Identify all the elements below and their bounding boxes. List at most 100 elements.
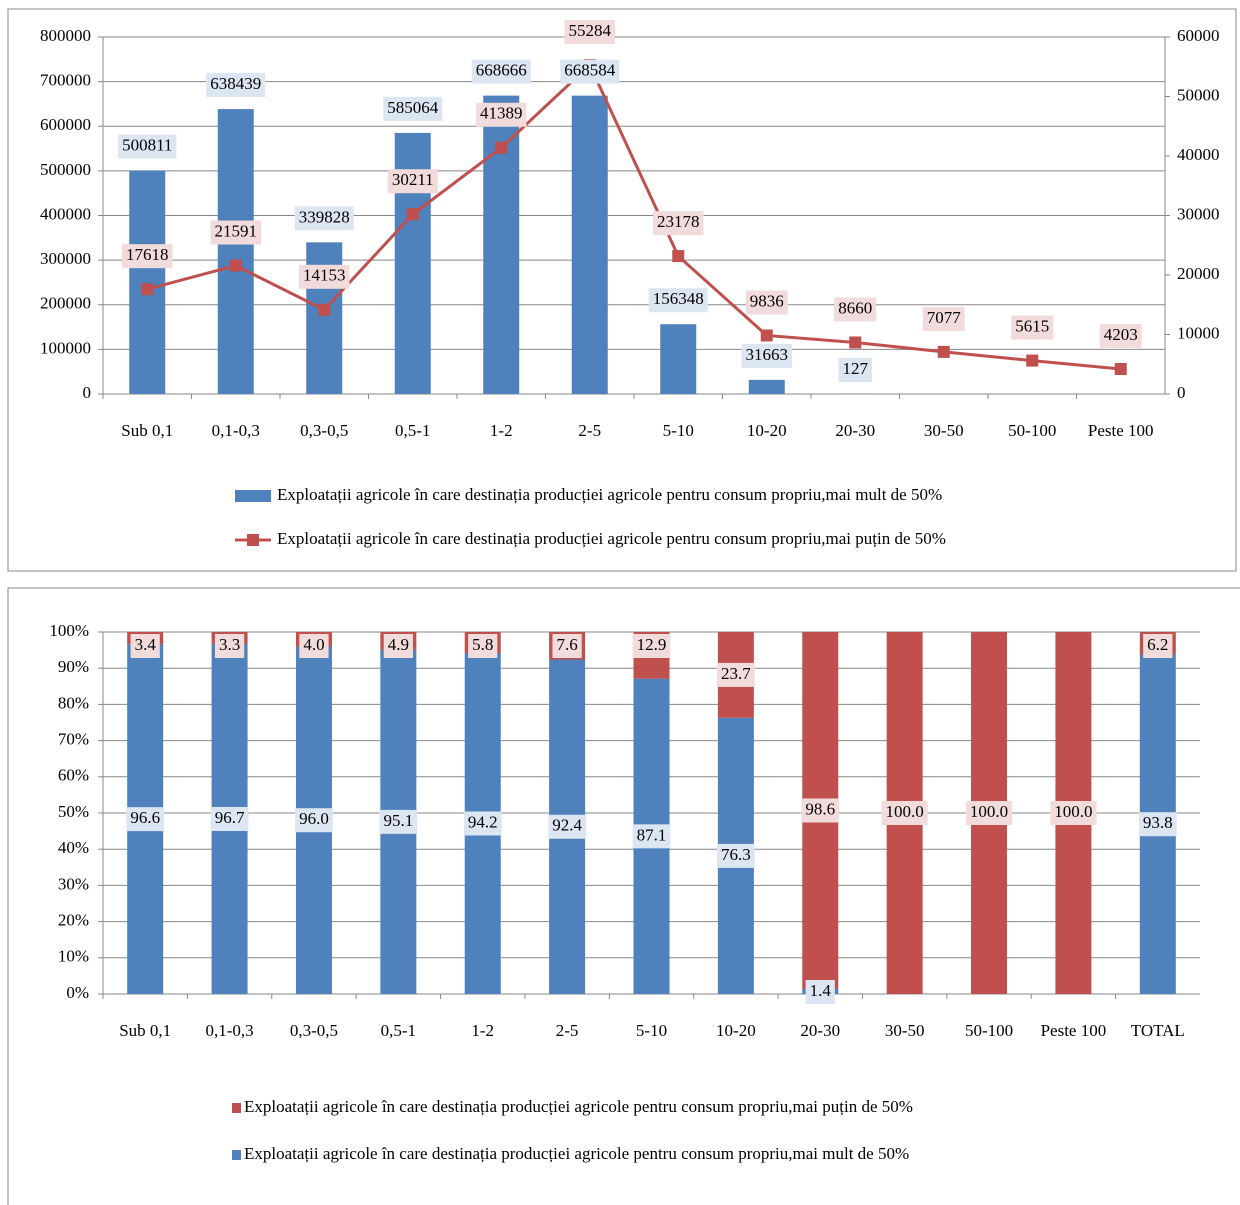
- legend-label: Exploatații agricole în care destinația …: [277, 485, 942, 504]
- x-tick-label: 10-20: [747, 421, 787, 440]
- x-tick-label: 50-100: [1008, 421, 1056, 440]
- y2-tick-label: 10000: [1177, 323, 1220, 342]
- y-tick-label: 100%: [49, 621, 89, 640]
- legend-swatch: [232, 1150, 241, 1160]
- chart-frame: [7, 8, 1237, 572]
- label-box: [1099, 323, 1142, 348]
- label-box: [476, 102, 527, 127]
- label-box: [383, 96, 443, 121]
- data-label: 95.1: [383, 811, 413, 830]
- data-label: 21591: [215, 221, 258, 240]
- y-tick-label: 40%: [58, 838, 89, 857]
- data-label: 3.3: [219, 635, 240, 654]
- data-label: 5615: [1015, 316, 1049, 335]
- data-label: 98.6: [805, 799, 835, 818]
- y2-tick-label: 40000: [1177, 145, 1220, 164]
- data-label: 94.2: [468, 812, 498, 831]
- label-box: [295, 808, 333, 833]
- x-tick-label: 50-100: [965, 1021, 1013, 1040]
- line-marker: [141, 283, 154, 296]
- data-label: 14153: [303, 266, 346, 285]
- bar: [748, 379, 785, 394]
- x-tick-label: 1-2: [490, 421, 513, 440]
- y-tick-label: 700000: [40, 71, 91, 90]
- line-marker: [672, 250, 685, 263]
- data-label: 76.3: [721, 845, 751, 864]
- line-marker: [318, 303, 331, 316]
- x-tick-label: 2-5: [556, 1021, 579, 1040]
- label-box: [965, 801, 1013, 825]
- label-box: [468, 634, 498, 658]
- x-tick-label: Peste 100: [1041, 1021, 1107, 1040]
- x-tick-label: 30-50: [924, 421, 964, 440]
- line-marker: [1026, 354, 1039, 367]
- data-label: 668666: [476, 61, 527, 80]
- legend-label: Exploatații agricole în care destinația …: [244, 1144, 909, 1163]
- x-tick-label: 20-30: [800, 1021, 840, 1040]
- label-box: [210, 806, 249, 831]
- x-tick-label: 5-10: [636, 1021, 667, 1040]
- y-tick-label: 80%: [58, 693, 89, 712]
- y-tick-label: 70%: [58, 730, 89, 749]
- label-box: [717, 662, 755, 687]
- label-box: [632, 634, 671, 658]
- data-label: 93.8: [1143, 813, 1173, 832]
- x-tick-label: 0,5-1: [381, 1021, 416, 1040]
- data-label: 4.9: [388, 635, 409, 654]
- label-box: [801, 798, 840, 823]
- label-box: [118, 134, 177, 159]
- data-label: 100.0: [886, 802, 924, 821]
- label-box: [294, 206, 354, 231]
- label-box: [548, 814, 586, 839]
- data-label: 5.8: [472, 635, 493, 654]
- data-label: 6.2: [1147, 635, 1168, 654]
- label-box: [1011, 315, 1054, 340]
- data-label: 12.9: [637, 635, 667, 654]
- line-marker: [406, 208, 419, 221]
- data-label: 92.4: [552, 816, 582, 835]
- label-box: [210, 220, 261, 245]
- data-label: 9836: [750, 291, 784, 310]
- label-box: [552, 634, 582, 658]
- label-box: [214, 634, 245, 658]
- data-label: 23.7: [721, 664, 751, 683]
- chart-frame: [7, 587, 1240, 1205]
- legend-swatch: [247, 534, 259, 546]
- bar: [217, 109, 254, 395]
- legend-label: Exploatații agricole în care destinația …: [244, 1097, 913, 1116]
- bar: [483, 95, 520, 395]
- data-label: 4203: [1104, 325, 1138, 344]
- data-label: 96.0: [299, 809, 329, 828]
- x-tick-label: TOTAL: [1131, 1021, 1185, 1040]
- x-tick-label: Peste 100: [1088, 421, 1154, 440]
- label-box: [560, 59, 620, 84]
- y-tick-label: 50%: [58, 802, 89, 821]
- data-label: 96.6: [130, 808, 160, 827]
- x-tick-label: 20-30: [835, 421, 875, 440]
- label-box: [648, 288, 708, 313]
- y2-tick-label: 60000: [1177, 26, 1220, 45]
- label-box: [838, 357, 872, 382]
- legend-swatch: [235, 490, 271, 502]
- label-box: [922, 306, 965, 331]
- label-box: [564, 20, 615, 45]
- y-tick-label: 400000: [40, 204, 91, 223]
- x-tick-label: 0,3-0,5: [290, 1021, 338, 1040]
- label-box: [834, 297, 877, 322]
- data-label: 17618: [126, 245, 169, 264]
- y-tick-label: 800000: [40, 26, 91, 45]
- data-label: 500811: [122, 135, 172, 154]
- label-box: [126, 807, 165, 832]
- label-box: [122, 244, 173, 269]
- y-tick-label: 30%: [58, 874, 89, 893]
- line-marker: [495, 141, 508, 154]
- x-tick-label: 30-50: [885, 1021, 925, 1040]
- label-box: [717, 843, 755, 868]
- label-box: [379, 809, 418, 834]
- y2-tick-label: 50000: [1177, 85, 1220, 104]
- label-box: [299, 634, 329, 658]
- line-marker: [1114, 362, 1127, 375]
- y-tick-label: 100000: [40, 338, 91, 357]
- y2-tick-label: 30000: [1177, 204, 1220, 223]
